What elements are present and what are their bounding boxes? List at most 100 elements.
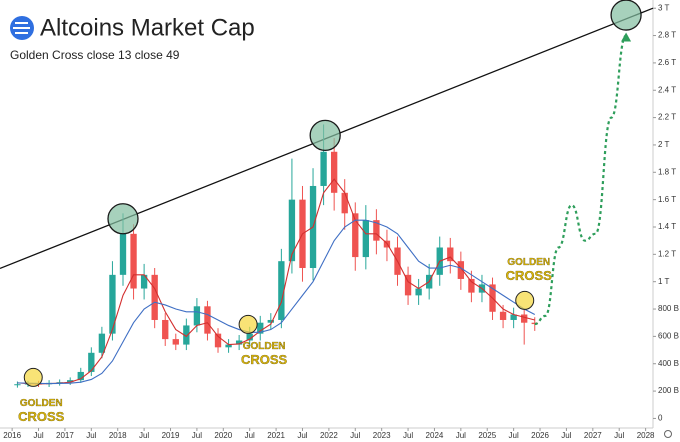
x-tick-label: Jul: [86, 431, 96, 440]
x-tick-label: 2023: [373, 431, 391, 440]
candle-body: [214, 333, 222, 348]
candle-body: [468, 278, 475, 293]
x-tick-label: Jul: [245, 431, 255, 440]
moving-average: [17, 219, 536, 385]
y-tick-label: 1 T: [658, 277, 670, 286]
y-tick-label: 2.6 T: [658, 58, 676, 67]
y-tick-label: 1.6 T: [658, 195, 676, 204]
candle-body: [373, 220, 380, 241]
candle-body: [352, 213, 359, 258]
x-tick-label: 2016: [3, 431, 21, 440]
logo-lines: [13, 22, 30, 34]
x-tick-label: Jul: [350, 431, 360, 440]
x-tick-label: 2025: [478, 431, 496, 440]
candle-body: [267, 319, 274, 323]
golden-cross-marker: [23, 367, 43, 387]
gear[interactable]: [664, 430, 672, 438]
candle-body: [278, 261, 285, 320]
candle-body: [98, 333, 106, 353]
candle-body: [225, 344, 232, 348]
candle-body: [341, 192, 348, 214]
y-tick-label: 200 B: [658, 386, 679, 395]
golden-cross-marker: [515, 290, 535, 310]
y-tick-label: 1.4 T: [658, 222, 676, 231]
x-tick-label: Jul: [614, 431, 624, 440]
projection-arrow: [621, 32, 632, 42]
peak-circle: [610, 0, 642, 31]
candle-body: [246, 333, 253, 341]
logo: [10, 16, 34, 40]
candle-body: [162, 319, 169, 340]
x-tick-label: 2018: [109, 431, 127, 440]
golden-cross-label: CROSS: [241, 352, 288, 367]
peak-circle: [309, 119, 341, 152]
projection-line: [534, 34, 628, 326]
candle-body: [140, 274, 148, 289]
candle-body: [151, 274, 158, 320]
x-tick-label: 2028: [637, 431, 655, 440]
candle-body: [288, 199, 296, 262]
x-tick-label: 2026: [531, 431, 549, 440]
x-tick-label: Jul: [192, 431, 202, 440]
candle-body: [404, 274, 412, 296]
peak-circle: [107, 203, 139, 235]
candle-body: [77, 371, 84, 381]
y-tick-label: 2.4 T: [658, 85, 676, 94]
x-tick-label: 2021: [267, 431, 285, 440]
candle-body: [204, 306, 211, 334]
candle-body: [531, 322, 538, 325]
x-tick-label: Jul: [456, 431, 466, 440]
y-tick-label: 600 B: [658, 331, 679, 340]
candle-body: [193, 306, 201, 326]
candle-body: [499, 311, 507, 320]
candle-body: [415, 288, 422, 296]
x-tick-label: 2024: [426, 431, 444, 440]
y-tick-label: 1.8 T: [658, 167, 676, 176]
x-tick-label: 2020: [214, 431, 232, 440]
candle-body: [320, 151, 327, 186]
candle-body: [119, 233, 127, 275]
candle-body: [257, 322, 264, 334]
golden-cross-label: CROSS: [506, 268, 553, 283]
moving-average: [17, 178, 535, 385]
golden-cross-label: CROSS: [18, 409, 65, 424]
y-tick-label: 2 T: [658, 140, 670, 149]
y-tick-label: 3 T: [658, 3, 670, 12]
y-tick-label: 2.2 T: [658, 113, 676, 122]
chart-subtitle: Golden Cross close 13 close 49: [10, 48, 180, 62]
y-tick-label: 400 B: [658, 359, 679, 368]
golden-cross-label: GOLDEN: [20, 398, 63, 409]
candle-body: [172, 339, 179, 345]
candle-body: [235, 340, 243, 345]
candle-body: [447, 247, 454, 262]
candle-body: [14, 384, 21, 386]
candle-body: [109, 274, 116, 334]
golden-cross-label: GOLDEN: [243, 341, 286, 352]
golden-cross-label: GOLDEN: [507, 257, 550, 268]
candle-body: [130, 233, 137, 289]
candle-body: [67, 380, 74, 383]
y-tick-label: 2.8 T: [658, 31, 676, 40]
x-tick-label: Jul: [139, 431, 149, 440]
x-tick-label: 2027: [584, 431, 602, 440]
candle-body: [510, 314, 517, 320]
x-tick-label: Jul: [509, 431, 519, 440]
candle-body: [88, 352, 95, 372]
golden-cross-marker: [238, 314, 258, 334]
settings-icon[interactable]: [664, 430, 672, 438]
y-tick-label: 0: [658, 414, 663, 423]
y-tick-label: 800 B: [658, 304, 679, 313]
x-tick-label: Jul: [33, 431, 43, 440]
candle-body: [457, 261, 465, 279]
x-tick-label: Jul: [403, 431, 413, 440]
chart-title: Altcoins Market Cap: [40, 14, 255, 41]
x-tick-label: Jul: [297, 431, 307, 440]
y-tick-label: 1.2 T: [658, 249, 676, 258]
candle-body: [521, 314, 528, 323]
candle-body: [183, 325, 190, 345]
x-tick-label: Jul: [561, 431, 571, 440]
candle-body: [330, 151, 338, 193]
